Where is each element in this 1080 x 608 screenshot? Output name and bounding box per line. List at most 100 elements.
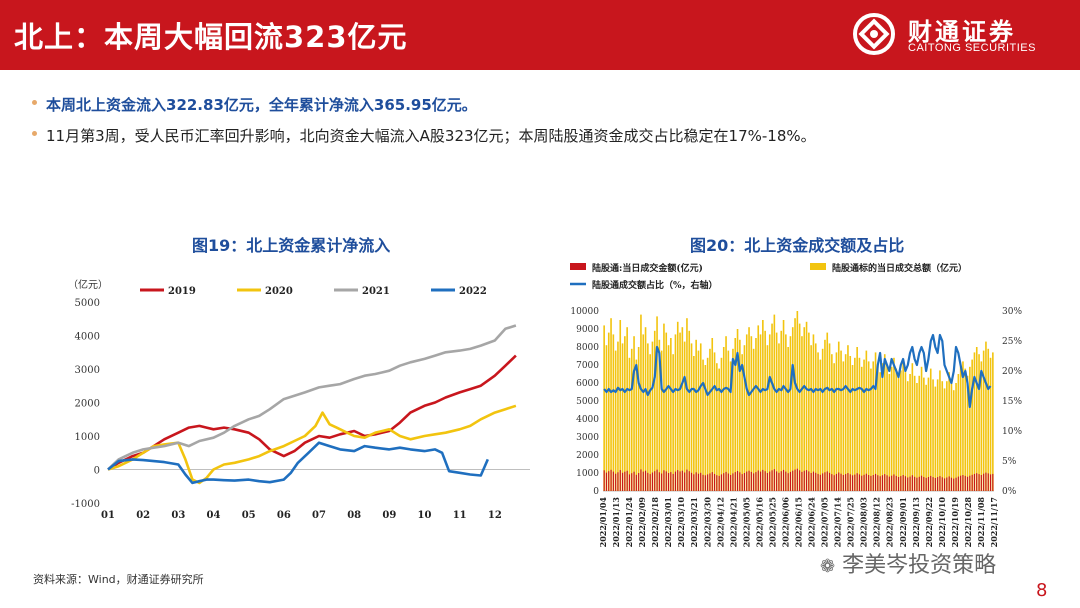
bar-north bbox=[874, 473, 877, 491]
x-tick-label: 2022/08/12 bbox=[872, 497, 882, 547]
bar-total bbox=[637, 347, 640, 491]
legend-label: 陆股通标的当日成交总额（亿元） bbox=[832, 262, 967, 274]
bar-total bbox=[658, 339, 661, 491]
bar-north bbox=[730, 475, 732, 491]
bar-total bbox=[787, 347, 789, 491]
bar-total bbox=[725, 336, 727, 491]
bar-north bbox=[978, 474, 980, 491]
x-tick-label: 2022/11/17 bbox=[989, 497, 999, 547]
bar-total bbox=[713, 352, 716, 491]
bar-total bbox=[617, 341, 619, 491]
bar-north bbox=[615, 473, 617, 491]
bar-north bbox=[918, 476, 920, 491]
bar-north bbox=[805, 470, 808, 491]
bar-north bbox=[766, 473, 769, 491]
bar-north bbox=[838, 472, 840, 491]
bar-total bbox=[863, 359, 865, 491]
bar-north bbox=[605, 472, 608, 491]
bar-total bbox=[644, 327, 647, 491]
bar-total bbox=[932, 379, 934, 491]
series-line-2022 bbox=[107, 441, 489, 485]
x-tick-label: 2022/03/21 bbox=[689, 497, 699, 547]
bar-total bbox=[734, 338, 737, 491]
x-tick-label: 2022/03/30 bbox=[702, 497, 712, 548]
bar-total bbox=[833, 363, 835, 491]
bar-total bbox=[656, 316, 658, 491]
bar-north bbox=[658, 472, 660, 491]
bar-total bbox=[796, 311, 799, 491]
bar-total bbox=[900, 370, 902, 491]
bar-total bbox=[936, 379, 939, 491]
bar-total bbox=[670, 338, 672, 491]
x-tick-label: 2022/08/03 bbox=[859, 497, 869, 548]
bar-north bbox=[672, 473, 674, 491]
bar-total bbox=[856, 347, 858, 491]
bar-north bbox=[916, 477, 918, 491]
bar-total bbox=[771, 323, 773, 491]
x-tick-label: 2022/08/23 bbox=[885, 497, 895, 548]
bar-north bbox=[845, 474, 847, 491]
y-tick-label: 2000 bbox=[75, 399, 100, 410]
bar-total bbox=[946, 381, 948, 491]
x-tick-label: 2022/05/16 bbox=[754, 497, 764, 548]
bar-north bbox=[727, 473, 729, 491]
y-tick-label: 1000 bbox=[576, 469, 599, 479]
bar-north bbox=[920, 475, 923, 491]
bar-north bbox=[822, 473, 824, 491]
bar-north bbox=[976, 473, 978, 491]
bar-total bbox=[729, 361, 732, 491]
bar-total bbox=[686, 318, 688, 491]
x-tick-label: 2022/03/10 bbox=[676, 497, 686, 548]
bar-total bbox=[688, 330, 691, 491]
bar-total bbox=[720, 357, 723, 491]
bar-north bbox=[612, 471, 614, 491]
bar-north bbox=[886, 475, 888, 491]
y-tick-label: 4000 bbox=[576, 415, 599, 425]
bar-north bbox=[828, 472, 831, 491]
bar-north bbox=[681, 470, 683, 491]
legend-label: 2020 bbox=[265, 286, 293, 297]
bar-total bbox=[828, 343, 831, 491]
bar-total bbox=[775, 332, 778, 491]
y-tick-label: 3000 bbox=[576, 433, 599, 443]
x-tick-label: 2022/06/06 bbox=[781, 497, 791, 548]
bar-total bbox=[939, 370, 941, 491]
bar-north bbox=[656, 469, 658, 491]
bar-total bbox=[798, 323, 801, 491]
watermark-text: 李美岑投资策略 bbox=[842, 553, 997, 578]
bar-total bbox=[982, 350, 985, 491]
bar-total bbox=[635, 359, 638, 491]
bar-total bbox=[782, 320, 785, 491]
bar-north bbox=[992, 473, 994, 491]
bar-north bbox=[904, 476, 907, 491]
bar-total bbox=[695, 339, 697, 491]
bar-total bbox=[985, 341, 987, 491]
bar-total bbox=[672, 354, 674, 491]
bar-total bbox=[743, 345, 746, 491]
bar-north bbox=[649, 474, 651, 491]
bar-total bbox=[628, 357, 631, 491]
bar-total bbox=[690, 343, 693, 491]
bar-total bbox=[810, 345, 812, 491]
bar-north bbox=[939, 476, 941, 491]
bar-north bbox=[716, 475, 718, 491]
bar-total bbox=[814, 343, 817, 491]
bar-north bbox=[626, 470, 628, 491]
x-tick-label: 2022/05/25 bbox=[767, 497, 777, 547]
legend-label: 2021 bbox=[362, 286, 390, 297]
bar-north bbox=[610, 469, 612, 491]
bar-north bbox=[709, 473, 711, 491]
x-tick-label: 2022/09/13 bbox=[911, 497, 921, 548]
bar-total bbox=[877, 363, 879, 491]
bar-total bbox=[663, 323, 665, 491]
x-tick-label: 09 bbox=[382, 510, 396, 521]
bar-total bbox=[711, 338, 714, 491]
bar-north bbox=[861, 475, 863, 491]
bar-total bbox=[642, 334, 645, 491]
bar-north bbox=[815, 472, 817, 491]
bar-north bbox=[891, 475, 893, 491]
chart19-title: 图19：北上资金累计净流入 bbox=[192, 236, 391, 255]
x-tick-label: 2022/10/28 bbox=[963, 497, 973, 548]
bar-north bbox=[631, 473, 633, 491]
bar-north bbox=[667, 473, 670, 491]
